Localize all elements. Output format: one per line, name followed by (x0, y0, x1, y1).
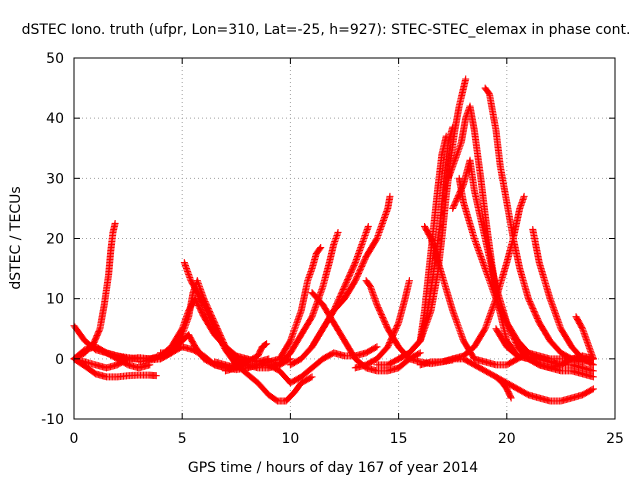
series-arc-24 (455, 174, 543, 363)
y-tick-label: -10 (41, 412, 64, 428)
x-tick-label: 20 (498, 431, 516, 447)
series-arc-11 (221, 340, 271, 375)
x-tick-label: 0 (70, 431, 79, 447)
y-axis-label: dSTEC / TECUs (8, 186, 24, 289)
x-axis-label: GPS time / hours of day 167 of year 2014 (188, 460, 478, 476)
x-tick-label: 5 (178, 431, 187, 447)
series-arc-31 (492, 373, 597, 405)
x-tick-label: 10 (281, 431, 299, 447)
series-arc-13 (286, 222, 372, 369)
series-arc-17 (351, 277, 413, 372)
series-arc-15 (308, 289, 424, 375)
y-tick-label: 20 (46, 232, 64, 248)
y-tick-label: 50 (46, 51, 64, 67)
series-arc-25 (481, 84, 597, 366)
y-tick-label: 10 (46, 292, 64, 308)
x-tick-label: 25 (606, 431, 624, 447)
y-tick-label: 40 (46, 111, 64, 127)
y-tick-label: 0 (55, 352, 64, 368)
series-layer (70, 75, 597, 405)
y-tick-label: 30 (46, 171, 64, 187)
chart-title: dSTEC Iono. truth (ufpr, Lon=310, Lat=-2… (22, 22, 631, 38)
series-arc-29 (572, 313, 597, 363)
series-arc-3 (70, 219, 119, 363)
series-arc-28 (529, 225, 597, 369)
x-tick-label: 15 (390, 431, 408, 447)
axis-ticks: 0 5 10 15 20 25 -10 0 10 20 30 40 50 (41, 51, 624, 447)
